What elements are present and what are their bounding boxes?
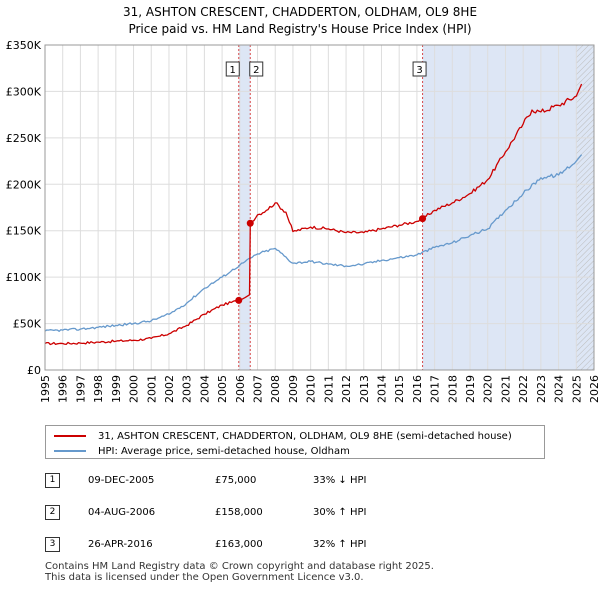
y-tick-label: £250K (6, 132, 42, 145)
grid (44, 44, 595, 371)
y-tick-label: £100K (6, 271, 42, 284)
transaction-date: 04-AUG-2006 (88, 507, 156, 518)
x-tick-label: 2004 (198, 375, 211, 403)
property-price-line (45, 83, 583, 346)
shaded-region (238, 45, 251, 370)
x-tick-label: 2006 (234, 375, 247, 403)
footer-copyright: Contains HM Land Registry data © Crown c… (45, 561, 434, 572)
x-tick-label: 2025 (570, 375, 583, 403)
x-tick-label: 2022 (517, 375, 530, 403)
x-tick-label: 2001 (145, 375, 158, 403)
series-lines (45, 83, 583, 346)
x-tick-label: 1999 (110, 375, 123, 403)
transaction-hpi: 30% ↑ HPI (313, 507, 367, 518)
sale-label: 2 (253, 65, 259, 76)
legend-line-hpi (54, 450, 86, 452)
x-tick-label: 2011 (322, 375, 335, 403)
x-tick-label: 2026 (588, 375, 600, 403)
sale-point-marker (246, 219, 254, 227)
sale-label-box (412, 61, 427, 77)
transaction-date: 09-DEC-2005 (88, 475, 155, 486)
x-tick-label: 2003 (181, 375, 194, 403)
table-row: 3 26-APR-2016 £163,000 32% ↑ HPI (45, 536, 565, 554)
x-tick-label: 2002 (163, 375, 176, 403)
y-tick-label: £150K (6, 225, 42, 238)
legend-item-hpi: HPI: Average price, semi-detached house,… (54, 444, 350, 458)
x-tick-label: 2009 (287, 375, 300, 403)
sale-point-marker (419, 215, 427, 223)
axes: £0 £50K £100K £150K £200K £250K £300K £350K 1995… (6, 39, 600, 403)
hpi-line (45, 154, 583, 332)
y-tick-label: £200K (6, 178, 42, 191)
x-tick-label: 2019 (464, 375, 477, 403)
title-line-2: Price paid vs. HM Land Registry's House … (128, 22, 472, 36)
plot-frame (44, 44, 595, 371)
transaction-number: 1 (45, 473, 60, 488)
x-tick-label: 2016 (411, 375, 424, 403)
transaction-date: 26-APR-2016 (88, 539, 153, 550)
transaction-number: 3 (45, 537, 60, 552)
x-tick-label: 2010 (305, 375, 318, 403)
x-tick-label: 2020 (482, 375, 495, 403)
x-tick-label: 2015 (393, 375, 406, 403)
footer-licence: This data is licensed under the Open Gov… (45, 572, 364, 583)
x-tick-label: 2005 (216, 375, 229, 403)
x-tick-label: 1995 (39, 375, 52, 403)
transaction-price: £158,000 (215, 507, 263, 518)
sale-label: 3 (416, 65, 422, 76)
x-tick-label: 2013 (358, 375, 371, 403)
x-tick-label: 2007 (252, 375, 265, 403)
x-tick-label: 2000 (128, 375, 141, 403)
legend-item-property: 31, ASHTON CRESCENT, CHADDERTON, OLDHAM,… (54, 429, 512, 443)
x-tick-label: 2017 (429, 375, 442, 403)
sale-label-box (249, 61, 264, 77)
legend-label-property: 31, ASHTON CRESCENT, CHADDERTON, OLDHAM,… (98, 430, 512, 442)
sale-label-box (225, 61, 240, 77)
transaction-hpi: 32% ↑ HPI (313, 539, 367, 550)
table-row: 1 09-DEC-2005 £75,000 33% ↓ HPI (45, 472, 565, 490)
y-tick-label: £50K (13, 318, 42, 331)
chart-title: 31, ASHTON CRESCENT, CHADDERTON, OLDHAM,… (0, 4, 600, 38)
footer: Contains HM Land Registry data © Crown c… (45, 561, 434, 583)
x-tick-label: 2018 (446, 375, 459, 403)
legend-label-hpi: HPI: Average price, semi-detached house,… (98, 445, 350, 457)
price-chart: 1 2 3 £0 £50K £100K £150K £200K £250K £300K £350K… (6, 39, 600, 403)
x-tick-label: 1998 (92, 375, 105, 403)
x-tick-label: 2024 (553, 375, 566, 403)
y-tick-label: £0 (27, 364, 41, 377)
x-tick-label: 1996 (57, 375, 70, 403)
x-tick-label: 1997 (74, 375, 87, 403)
transaction-price: £163,000 (215, 539, 263, 550)
legend: 31, ASHTON CRESCENT, CHADDERTON, OLDHAM,… (45, 425, 545, 459)
x-tick-label: 2008 (269, 375, 282, 403)
title-line-1: 31, ASHTON CRESCENT, CHADDERTON, OLDHAM,… (122, 5, 478, 19)
transaction-hpi: 33% ↓ HPI (313, 475, 367, 486)
sale-point-marker (235, 296, 243, 304)
sale-markers: 1 2 3 (225, 61, 427, 304)
x-tick-label: 2014 (375, 375, 388, 403)
hatched-forecast-region (576, 45, 594, 370)
x-tick-label: 2023 (535, 375, 548, 403)
x-tick-label: 2012 (340, 375, 353, 403)
transaction-number: 2 (45, 505, 60, 520)
y-tick-label: £350K (6, 39, 42, 52)
transaction-price: £75,000 (215, 475, 257, 486)
sale-label: 1 (230, 65, 236, 76)
table-row: 2 04-AUG-2006 £158,000 30% ↑ HPI (45, 504, 565, 522)
legend-line-property (54, 435, 86, 437)
x-tick-label: 2021 (499, 375, 512, 403)
y-tick-label: £300K (6, 85, 42, 98)
